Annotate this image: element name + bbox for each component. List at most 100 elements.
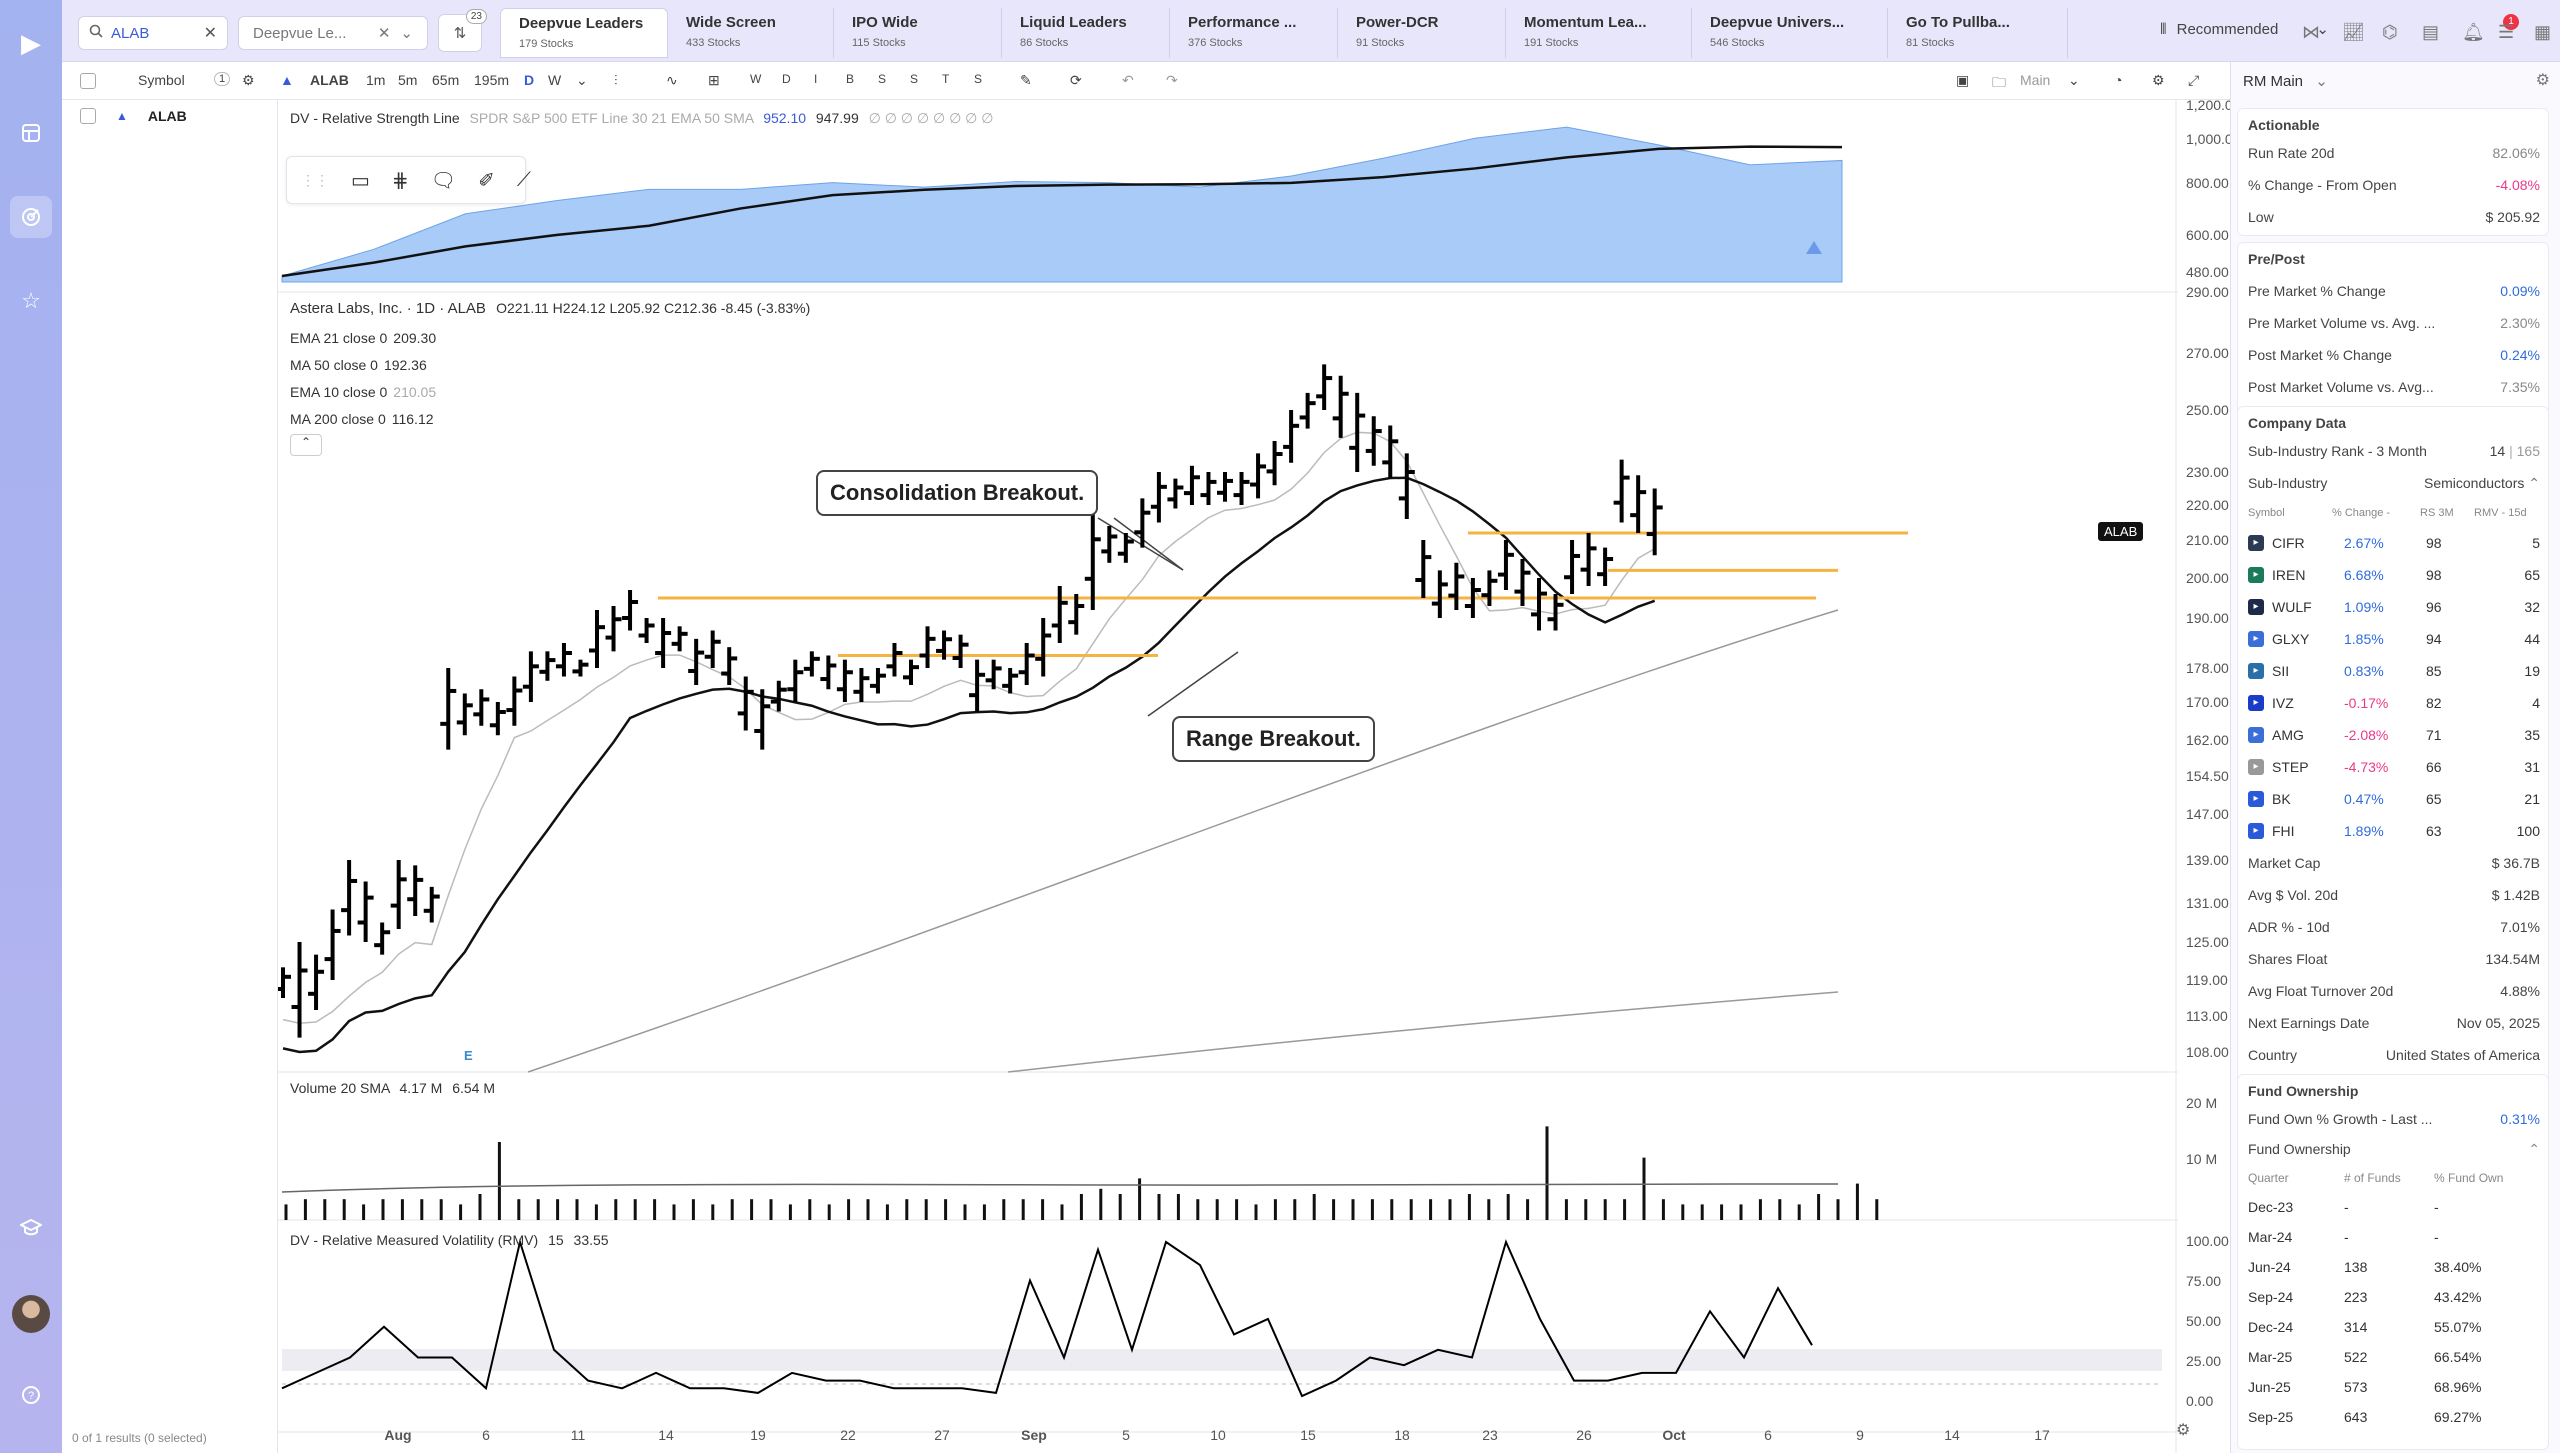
fund-quarter: Mar-25 [2248,1349,2293,1365]
avatar[interactable] [12,1295,50,1333]
eraser-icon[interactable]: ✎ [1020,72,1032,88]
timeframe-195m[interactable]: 195m [474,72,510,88]
period-w[interactable]: W [750,72,762,86]
row-checkbox[interactable] [80,108,96,124]
fund-header-funds: # of Funds [2344,1171,2401,1185]
ma-legend-row[interactable]: EMA 10 close 0 210.05 [290,384,436,400]
tab-watchlist[interactable]: Go To Pullba... 81 Stocks [1888,8,2068,58]
ma-legend-row[interactable]: MA 50 close 0 192.36 [290,357,427,373]
layout-name[interactable]: Main [2020,72,2051,88]
deepvue-logo-icon[interactable]: ▶ [21,27,41,58]
tab-watchlist[interactable]: Wide Screen 433 Stocks [668,8,834,58]
news-icon[interactable]: ▤ [2422,22,2440,42]
tab-watchlist[interactable]: Momentum Lea... 191 Stocks [1506,8,1692,58]
price-axis-tick: 270.00 [2186,345,2229,361]
chevron-down-icon[interactable]: ⌄ [2068,72,2080,88]
panel-settings-icon[interactable]: ⚙ [2535,72,2550,89]
tab-watchlist[interactable]: Power-DCR 91 Stocks [1338,8,1506,58]
compare-icon[interactable]: ∿ [666,72,678,88]
search-input[interactable]: ALAB ✕ [78,16,228,50]
period-t[interactable]: T [942,72,950,86]
grid-icon[interactable]: ▦ [2534,22,2552,42]
period-s[interactable]: S [910,72,919,86]
timeframe-5m[interactable]: 5m [398,72,418,88]
fund-ownership-toggle[interactable]: Fund Ownership ⌃ [2248,1141,2540,1158]
volume-label: Volume 20 SMA [290,1080,390,1096]
tab-watchlist[interactable]: Performance ... 376 Stocks [1170,8,1338,58]
callout-range[interactable]: Range Breakout. [1172,716,1375,762]
tab-count: 376 Stocks [1188,37,1243,49]
brush-tool-icon[interactable]: ✐ [478,169,495,192]
chart-settings-icon[interactable]: ⚙ [2152,72,2165,88]
folder-icon[interactable]: 🗀︎ [1992,74,2006,90]
favorites-icon[interactable]: ☆ [21,288,41,313]
kv-key: % Change - From Open [2248,177,2397,193]
period-b[interactable]: B [846,72,855,86]
layout-icon[interactable]: ⊞ [708,72,720,88]
settings-gear-icon[interactable]: ⚙ [242,72,255,88]
ma-legend-row[interactable]: MA 200 close 0 116.12 [290,411,434,427]
watchlist-select[interactable]: Deepvue Le... ✕ ⌄ [238,16,428,50]
redo-icon[interactable]: ↷ [1166,72,1178,88]
chevron-down-icon[interactable]: ⌄ [576,72,588,88]
timeframe-w[interactable]: W [548,72,562,88]
settings-gear-icon[interactable]: ⚙ [2176,1422,2191,1439]
tab-watchlist[interactable]: Deepvue Univers... 546 Stocks [1692,8,1888,58]
sub-industry-row[interactable]: Sub-Industry Semiconductors ⌃ [2248,475,2540,492]
indicators-icon[interactable]: ⫶ [614,72,618,88]
rectangle-tool-icon[interactable]: ▭ [351,169,370,192]
bars-icon: ⦀ [2160,20,2167,38]
line-tool-icon[interactable]: ⟋ [516,168,531,191]
collapse-legend-button[interactable]: ⌃ [290,434,322,456]
period-d[interactable]: D [782,72,791,86]
x-axis-tick: 11 [571,1427,586,1443]
undo-icon[interactable]: ↶ [1122,72,1134,88]
period-s[interactable]: S [974,72,983,86]
panel-layout-select[interactable]: RM Main ⌄ [2243,72,2328,90]
fullscreen-icon[interactable]: ⤢ [2188,72,2200,88]
list-icon[interactable]: ☰ [2498,22,2515,42]
share-icon[interactable]: ⋈ [2302,22,2320,42]
tab-watchlist[interactable]: IPO Wide 115 Stocks [834,8,1002,58]
select-all-checkbox[interactable] [80,72,96,90]
callout-pointer [1113,517,1184,571]
price-axis-tick: 108.00 [2186,1044,2229,1060]
callout-consolidation[interactable]: Consolidation Breakout. [816,470,1099,516]
period-s[interactable]: S [878,72,887,86]
scanner-icon[interactable] [10,196,52,238]
kv-row: Fund Own % Growth - Last ... 0.31% [2248,1111,2540,1127]
chart-canvas[interactable]: 1,200.00 1,000.00 800.00 600.00 480.00 290.00… [278,100,2230,1453]
comment-tool-icon[interactable]: 🗨︎ [430,169,457,192]
tab-watchlist[interactable]: Deepvue Leaders 179 Stocks [500,8,668,58]
layout-grid-icon[interactable]: ▣ [1956,72,1970,88]
list-item[interactable]: ▲ ALAB [80,108,187,124]
chart-icon[interactable]: 📈︎ [2342,22,2365,42]
x-axis-tick: 6 [482,1427,490,1443]
ema-10-line [282,431,1656,1024]
education-icon[interactable] [10,1206,52,1248]
alerts-bell-icon[interactable]: 🔔︎ [2462,22,2485,42]
dashboard-icon[interactable] [10,112,52,154]
period-i[interactable]: I [814,72,818,86]
kv-key: Fund Own % Growth - Last ... [2248,1111,2433,1127]
earnings-marker[interactable]: E [464,1048,473,1063]
tab-title: Liquid Leaders [1020,14,1127,31]
tab-watchlist[interactable]: Liquid Leaders 86 Stocks [1002,8,1170,58]
clear-search-icon[interactable]: ✕ [203,25,217,42]
timeframe-1m[interactable]: 1m [366,72,386,88]
peer-logo-icon: ▸ [2248,695,2264,711]
help-icon[interactable]: ? [10,1374,52,1416]
timeframe-65m[interactable]: 65m [432,72,460,88]
fib-tool-icon[interactable]: ⋕ [391,169,409,192]
peer-symbol: IREN [2272,567,2306,583]
drag-handle-icon[interactable]: ⋮⋮ [301,171,329,188]
recommended-select[interactable]: ⦀ Recommended ⌄ [2160,20,2329,39]
speed-icon[interactable]: ◔ [2114,72,2123,88]
refresh-icon[interactable]: ⟳ [1070,72,1082,88]
timeframe-d[interactable]: D [524,72,535,88]
sort-button[interactable]: ⇅ 23 [438,9,487,52]
ma-legend-row[interactable]: EMA 21 close 0 209.30 [290,330,436,346]
notification-badge: 1 [2503,14,2519,30]
network-icon[interactable]: ⌬ [2382,22,2398,42]
clear-watchlist-icon[interactable]: ✕ [377,25,391,42]
